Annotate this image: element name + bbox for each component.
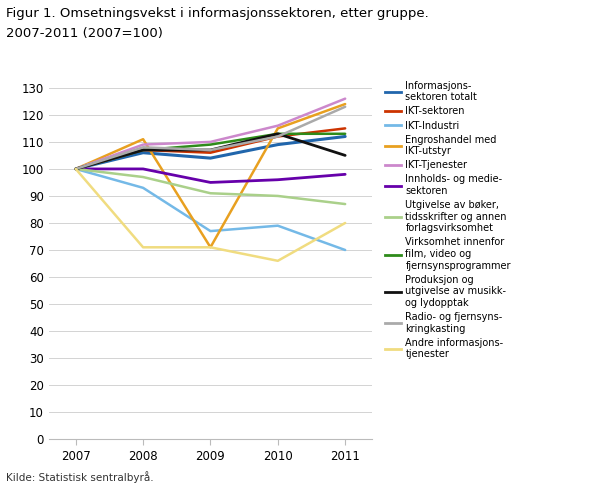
Legend: Informasjons-
sektoren totalt, IKT-sektoren, IKT-Industri, Engroshandel med
IKT-: Informasjons- sektoren totalt, IKT-sekto…	[385, 81, 511, 359]
Text: 2007-2011 (2007=100): 2007-2011 (2007=100)	[6, 27, 163, 40]
Text: Figur 1. Omsetningsvekst i informasjonssektoren, etter gruppe.: Figur 1. Omsetningsvekst i informasjonss…	[6, 7, 429, 20]
Text: Kilde: Statistisk sentralbyrå.: Kilde: Statistisk sentralbyrå.	[6, 471, 154, 483]
